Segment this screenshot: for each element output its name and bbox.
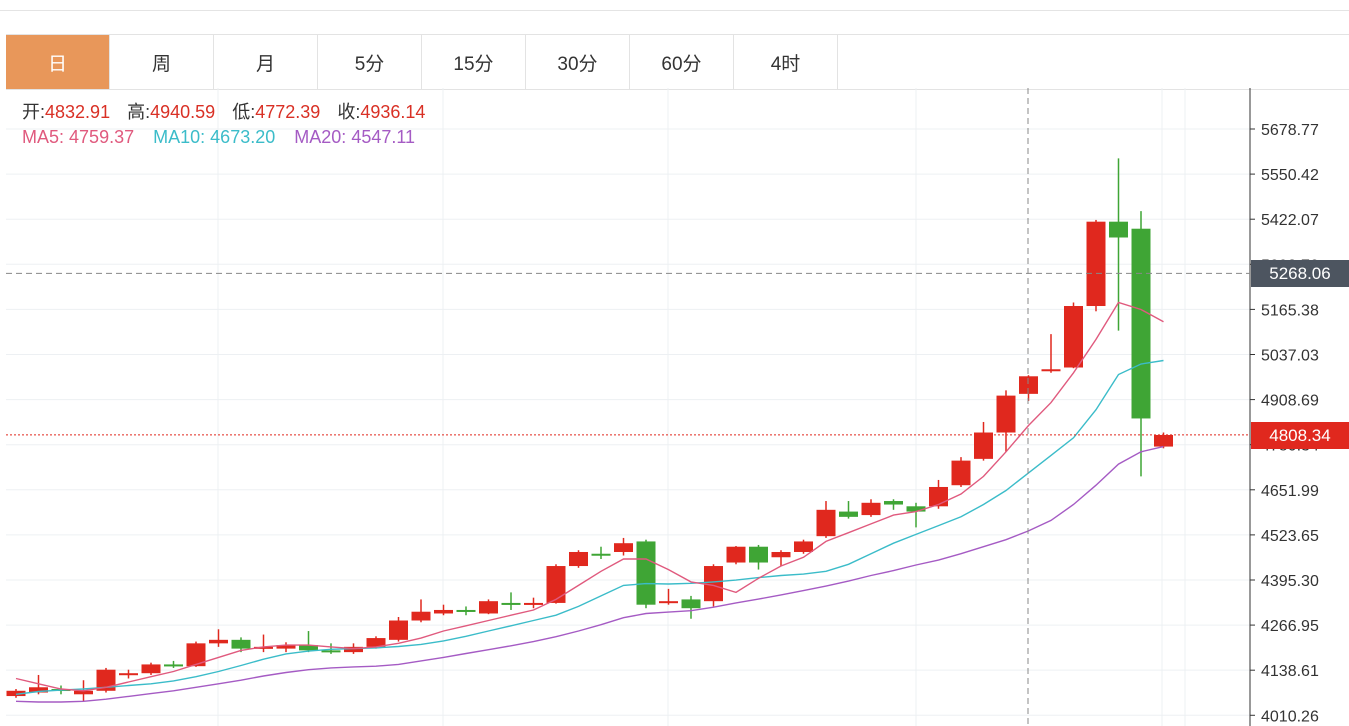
- candle-body: [434, 609, 453, 614]
- candle-body: [501, 602, 521, 605]
- candle-body: [1131, 228, 1151, 419]
- candle-body: [1109, 221, 1128, 238]
- candle-body: [276, 645, 296, 649]
- ma5-line: [15, 301, 1164, 692]
- y-tick-label: 4010.26: [1261, 708, 1319, 725]
- high-label: 高:: [127, 102, 151, 122]
- candle-body: [141, 664, 161, 674]
- top-divider: [0, 10, 1349, 11]
- candle-body: [1086, 221, 1106, 307]
- candle-body: [906, 506, 926, 512]
- candle-body: [884, 501, 903, 505]
- open-label: 开:: [22, 102, 46, 122]
- tab-4hour[interactable]: 4时: [734, 35, 838, 89]
- candle-body: [164, 664, 183, 667]
- ma10-line: [15, 359, 1164, 695]
- y-tick-label: 4651.99: [1261, 483, 1319, 500]
- candle-body: [614, 543, 633, 552]
- ma5-label: MA5:: [22, 127, 65, 147]
- candle-body: [1019, 376, 1038, 394]
- ma20-value: 4547.11: [351, 127, 416, 147]
- candle-body: [231, 639, 251, 649]
- candle-body: [681, 599, 701, 609]
- last-price-tag: 4808.34: [1251, 421, 1349, 449]
- candle-body: [366, 638, 386, 647]
- candle-body: [344, 646, 363, 653]
- candlestick-chart[interactable]: 5678.775550.425422.075293.725165.385037.…: [0, 88, 1349, 726]
- candle-body: [771, 551, 791, 558]
- tab-5min[interactable]: 5分: [318, 35, 422, 89]
- candle-body: [186, 643, 206, 667]
- candle-body: [659, 601, 678, 604]
- candle-body: [749, 546, 768, 563]
- candle-body: [794, 541, 813, 552]
- candle-body: [456, 609, 476, 612]
- candle-body: [1064, 306, 1083, 368]
- low-label: 低:: [232, 102, 256, 122]
- ma5-value: 4759.37: [69, 127, 135, 147]
- high-value: 4940.59: [150, 102, 216, 122]
- candle-body: [726, 546, 746, 563]
- y-tick-label: 5550.42: [1261, 167, 1319, 184]
- tab-15min[interactable]: 15分: [422, 35, 526, 89]
- y-tick-label: 4523.65: [1261, 528, 1319, 545]
- tab-30min[interactable]: 30分: [526, 35, 630, 89]
- candle-body: [1041, 369, 1061, 372]
- y-tick-label: 4138.61: [1261, 663, 1319, 680]
- tab-week[interactable]: 周: [110, 35, 214, 89]
- y-tick-label: 5678.77: [1261, 122, 1319, 139]
- y-tick-label: 4908.69: [1261, 393, 1319, 410]
- y-tick-label: 5422.07: [1261, 212, 1319, 229]
- candle-body: [254, 646, 273, 649]
- open-value: 4832.91: [45, 102, 111, 122]
- candle-body: [1154, 434, 1173, 447]
- candle-body: [119, 673, 138, 676]
- ma20-line: [15, 445, 1164, 703]
- ma20-label: MA20:: [294, 127, 347, 147]
- candle-body: [389, 620, 408, 640]
- candle-body: [321, 650, 341, 653]
- tab-60min[interactable]: 60分: [630, 35, 734, 89]
- period-tabs: 日 周 月 5分 15分 30分 60分 4时: [6, 34, 1349, 90]
- crosshair-price-tag: 5268.06: [1251, 260, 1349, 288]
- candle-body: [479, 601, 498, 614]
- candle-body: [839, 511, 858, 517]
- close-label: 收:: [337, 102, 361, 122]
- candle-body: [951, 460, 971, 486]
- candle-body: [546, 566, 566, 603]
- candle-body: [816, 509, 836, 537]
- y-tick-label: 4266.95: [1261, 618, 1319, 635]
- close-value: 4936.14: [360, 102, 426, 122]
- ohlc-info-panel: 开:4832.91 高:4940.59 低:4772.39 收:4936.14 …: [22, 100, 437, 150]
- candle-body: [929, 486, 948, 507]
- tab-month[interactable]: 月: [214, 35, 318, 89]
- candle-body: [974, 432, 993, 459]
- candle-body: [569, 551, 588, 567]
- candle-body: [524, 602, 543, 605]
- ma10-value: 4673.20: [210, 127, 276, 147]
- candle-body: [636, 541, 656, 605]
- y-tick-label: 4395.30: [1261, 573, 1319, 590]
- candle-body: [209, 639, 228, 644]
- y-tick-label: 5037.03: [1261, 347, 1319, 364]
- candle-body: [704, 566, 723, 602]
- candle-body: [996, 395, 1016, 433]
- candle-body: [861, 502, 881, 516]
- candle-body: [6, 690, 26, 697]
- candle-body: [74, 690, 93, 695]
- low-value: 4772.39: [255, 102, 321, 122]
- candle-body: [299, 645, 318, 651]
- y-tick-label: 5165.38: [1261, 302, 1319, 319]
- tab-day[interactable]: 日: [6, 35, 110, 89]
- candle-body: [411, 611, 431, 621]
- candle-body: [29, 687, 48, 693]
- ma10-label: MA10:: [153, 127, 206, 147]
- candle-body: [591, 553, 611, 556]
